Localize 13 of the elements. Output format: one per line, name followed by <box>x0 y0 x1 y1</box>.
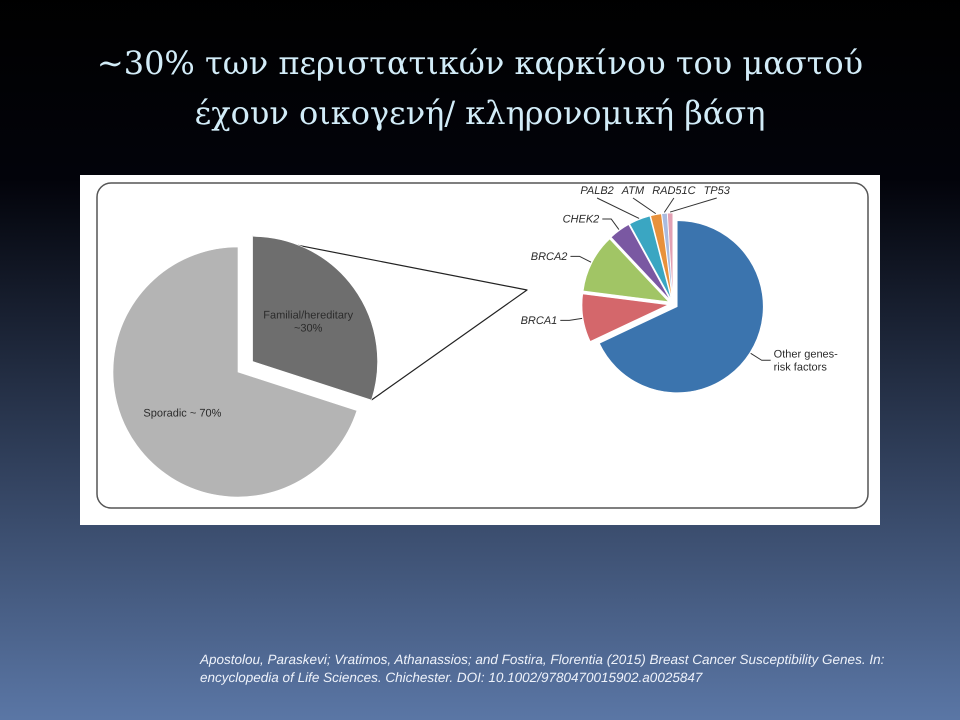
slice-label: Other genes-risk factors <box>774 348 838 374</box>
slice-label: Familial/hereditary <box>263 310 354 322</box>
text: ~30% των περιστατικών καρκίνου του μαστού έχουν οικογενή/ κληρονομική βάση <box>96 44 864 132</box>
slice-label: PALB2 <box>580 185 614 197</box>
slice-label: TP53 <box>704 185 731 197</box>
slice-label: Sporadic ~ 70% <box>143 407 222 420</box>
slice-label: ATM <box>620 185 646 197</box>
data-label: ~30% <box>294 322 323 335</box>
slice-label: CHEK2 <box>562 214 600 226</box>
text: Apostolou, Paraskevi; Vratimos, Athanassios; and Fostira, Florentia (2015) Breast Cancer Susceptibility Genes. In: encyclopedia of Life Sciences. Chichester. DOI: 10.1002/9780470015902.a0025847 <box>199 652 885 685</box>
slice-label: BRCA2 <box>530 250 568 263</box>
slice-label: BRCA1 <box>520 314 558 327</box>
slice-label: RAD51C <box>652 185 696 197</box>
